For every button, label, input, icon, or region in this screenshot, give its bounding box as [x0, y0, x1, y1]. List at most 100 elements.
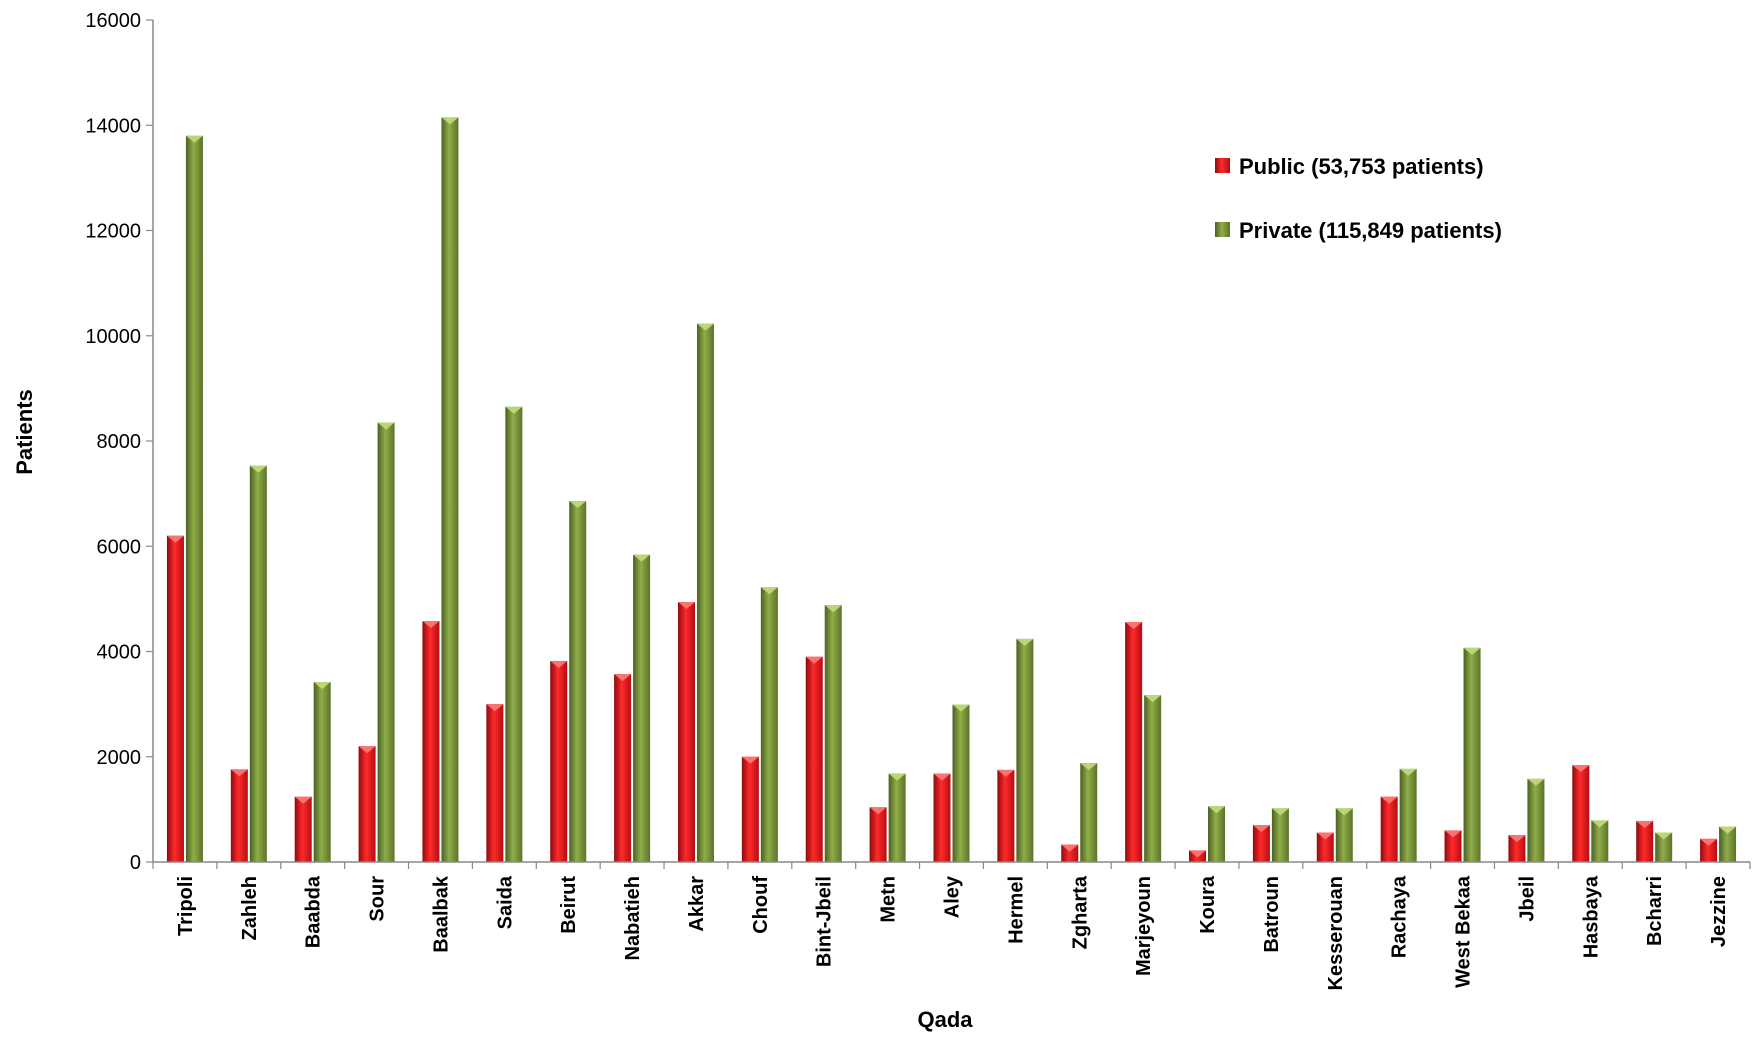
bar-public	[1508, 835, 1526, 862]
bar-public	[1572, 765, 1590, 862]
x-axis-ticks: Tripoli Zahleh Baabda Sour Baalbak Saida Beiru…	[152, 862, 1751, 991]
bar-cap	[1655, 832, 1673, 840]
bar-public	[805, 656, 823, 862]
x-tick-label: West Bekaa	[1453, 875, 1475, 988]
bar-private	[441, 117, 459, 862]
x-tick-label: Rachaya	[1389, 875, 1411, 958]
bar-cap	[952, 704, 970, 712]
bar-cap	[741, 756, 759, 764]
legend-swatch-private	[1215, 222, 1230, 237]
bar-private	[377, 422, 395, 862]
bar-private	[633, 554, 651, 862]
bar-public	[230, 769, 248, 862]
bar-cap	[1125, 622, 1143, 630]
bar-cap	[505, 406, 523, 414]
bar-cap	[1144, 695, 1162, 703]
bar-cap	[313, 682, 331, 690]
bar-public	[869, 807, 887, 862]
y-tick-label: 0	[130, 852, 141, 874]
bar-public	[677, 602, 695, 862]
bar-cap	[1572, 765, 1590, 773]
bar-cap	[1399, 768, 1417, 776]
legend: Public (53,753 patients) Private (115,84…	[1215, 154, 1502, 243]
bar-cap	[441, 117, 459, 125]
bar-private	[1527, 778, 1545, 862]
x-tick-label: Hasbaya	[1580, 875, 1602, 958]
y-tick-label: 6000	[97, 536, 142, 558]
bar-public	[1252, 825, 1270, 862]
x-tick-label: Sour	[367, 876, 389, 922]
bar-private	[1144, 695, 1162, 862]
bar-private	[1591, 820, 1609, 862]
bar-cap	[1208, 806, 1226, 814]
bar-cap	[569, 500, 587, 508]
x-tick-label: Jezzine	[1708, 876, 1730, 947]
bar-public	[550, 660, 568, 862]
y-tick-label: 2000	[97, 747, 142, 769]
y-tick-label: 14000	[85, 115, 141, 137]
bar-cap	[1444, 830, 1462, 838]
y-tick-label: 12000	[85, 221, 141, 243]
x-tick-label: Marjeyoun	[1133, 876, 1155, 976]
bar-cap	[1527, 778, 1545, 786]
y-tick-label: 10000	[85, 326, 141, 348]
bar-cap	[1335, 808, 1353, 816]
bar-cap	[550, 660, 568, 668]
bar-public	[1061, 844, 1079, 862]
bar-cap	[1508, 835, 1526, 843]
x-tick-label: Baalbak	[430, 875, 452, 953]
bar-cap	[358, 746, 376, 754]
bar-public	[1700, 838, 1718, 862]
bar-private	[1271, 808, 1289, 862]
bar-cap	[633, 554, 651, 562]
bar-cap	[677, 602, 695, 610]
bar-private	[249, 465, 267, 862]
bar-private	[824, 605, 842, 862]
y-axis-title: Patients	[12, 389, 37, 475]
bar-cap	[805, 656, 823, 664]
bar-public	[422, 620, 440, 862]
bar-cap	[1380, 796, 1398, 804]
y-axis-ticks: 0 2000 4000 6000 8000 10000 12000 14000 16000	[85, 10, 153, 874]
bar-cap	[1061, 844, 1079, 852]
bar-cap	[1719, 826, 1737, 834]
bar-public	[166, 535, 184, 862]
bar-cap	[230, 769, 248, 777]
x-tick-label: Saida	[494, 875, 516, 929]
bar-public	[1380, 796, 1398, 862]
x-tick-label: Jbeil	[1516, 876, 1538, 922]
bar-cap	[377, 422, 395, 430]
x-tick-label: Hermel	[1005, 876, 1027, 944]
x-tick-label: Koura	[1197, 875, 1219, 934]
bar-cap	[696, 323, 714, 331]
x-tick-label: Batroun	[1261, 876, 1283, 953]
bar-public	[614, 674, 632, 862]
legend-swatch-public	[1215, 158, 1230, 173]
x-tick-label: Chouf	[750, 876, 772, 934]
bar-public	[1444, 830, 1462, 862]
bar-cap	[422, 620, 440, 628]
x-axis-title: Qada	[917, 1007, 973, 1032]
x-tick-label: Akkar	[686, 876, 708, 932]
bar-cap	[185, 135, 203, 143]
bar-cap	[1636, 820, 1654, 828]
bar-cap	[1463, 647, 1481, 655]
bar-private	[1080, 763, 1098, 862]
x-tick-label: Baabda	[303, 875, 325, 948]
bar-public	[1125, 622, 1143, 862]
bar-cap	[1016, 638, 1034, 646]
bar-cap	[888, 773, 906, 781]
bar-private	[1719, 826, 1737, 862]
bar-private	[952, 704, 970, 862]
bar-cap	[166, 535, 184, 543]
bar-cap	[1252, 825, 1270, 833]
x-tick-label: Bint-Jbeil	[814, 876, 836, 967]
bar-private	[1655, 832, 1673, 862]
bar-cap	[1700, 838, 1718, 846]
bars	[166, 117, 1737, 862]
bar-private	[1016, 638, 1034, 862]
bar-private	[185, 135, 203, 862]
axes	[152, 20, 1750, 863]
y-tick-label: 4000	[97, 642, 142, 664]
